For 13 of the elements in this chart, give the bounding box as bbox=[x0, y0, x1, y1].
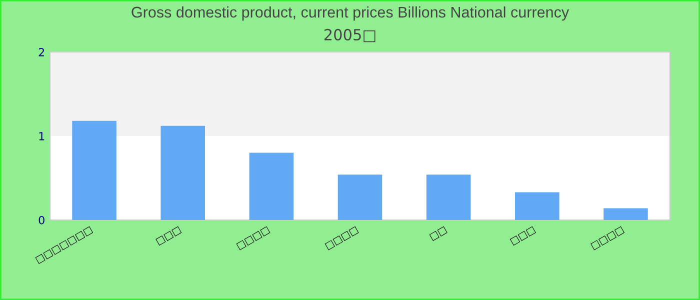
bar bbox=[515, 192, 560, 220]
y-tick-label: 0 bbox=[38, 216, 44, 224]
bar bbox=[72, 120, 116, 220]
bar bbox=[604, 208, 648, 220]
y-tick-label: 2 bbox=[38, 48, 44, 56]
bar bbox=[338, 174, 382, 220]
bar bbox=[249, 152, 294, 220]
y-tick-label: 1 bbox=[39, 132, 44, 140]
chart-subtitle: 2005□ bbox=[324, 28, 376, 42]
chart-title: Gross domestic product, current prices Billions National currency bbox=[132, 6, 570, 21]
bar bbox=[160, 126, 205, 220]
x-tick-label: □□ bbox=[429, 226, 448, 242]
bar bbox=[426, 174, 471, 220]
